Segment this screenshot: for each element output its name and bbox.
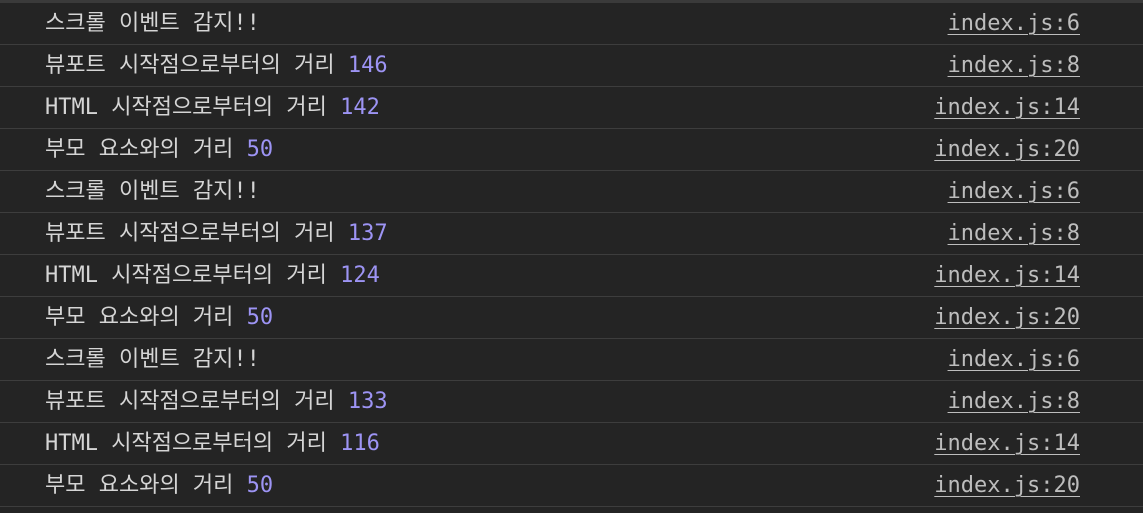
console-message: 뷰포트 시작점으로부터의 거리 137 [45, 213, 388, 254]
message-number: 133 [347, 389, 388, 414]
message-number: 50 [246, 137, 274, 162]
console-message: HTML 시작점으로부터의 거리 142 [45, 87, 380, 128]
console-message-row: 스크롤 이벤트 감지!! index.js:6 [0, 171, 1143, 213]
console-message-row: 부모 요소와의 거리 50 index.js:20 [0, 297, 1143, 339]
console-message: 부모 요소와의 거리 50 [45, 465, 273, 506]
message-text: 스크롤 이벤트 감지!! [45, 11, 260, 36]
message-number: 50 [246, 473, 274, 498]
source-link[interactable]: index.js:20 [934, 305, 1080, 330]
message-text: 부모 요소와의 거리 [45, 137, 247, 162]
source-link[interactable]: index.js:6 [947, 347, 1080, 372]
console-message-row: 뷰포트 시작점으로부터의 거리 146 index.js:8 [0, 45, 1143, 87]
console-message: 뷰포트 시작점으로부터의 거리 133 [45, 381, 388, 422]
message-text: HTML 시작점으로부터의 거리 [45, 95, 341, 120]
console-message: 스크롤 이벤트 감지!! [45, 339, 260, 380]
console-message: HTML 시작점으로부터의 거리 116 [45, 423, 380, 464]
message-text: 뷰포트 시작점으로부터의 거리 [45, 389, 348, 414]
message-number: 116 [340, 431, 380, 456]
console-message: 뷰포트 시작점으로부터의 거리 146 [45, 45, 388, 86]
source-link[interactable]: index.js:20 [934, 137, 1080, 162]
console-message-row: 스크롤 이벤트 감지!! index.js:6 [0, 3, 1143, 45]
source-link[interactable]: index.js:20 [934, 473, 1080, 498]
message-text: 부모 요소와의 거리 [45, 305, 247, 330]
message-number: 142 [340, 95, 380, 120]
console-message: 스크롤 이벤트 감지!! [45, 3, 260, 44]
console-message-row: 스크롤 이벤트 감지!! index.js:6 [0, 339, 1143, 381]
console-message: 부모 요소와의 거리 50 [45, 129, 273, 170]
source-link[interactable]: index.js:8 [947, 389, 1080, 414]
message-text: 스크롤 이벤트 감지!! [45, 179, 260, 204]
console-message-row: 뷰포트 시작점으로부터의 거리 137 index.js:8 [0, 213, 1143, 255]
message-text: 부모 요소와의 거리 [45, 473, 247, 498]
console-message: 스크롤 이벤트 감지!! [45, 171, 260, 212]
message-number: 137 [347, 221, 388, 246]
source-link[interactable]: index.js:14 [934, 95, 1080, 120]
source-link[interactable]: index.js:8 [947, 221, 1080, 246]
console-message-row: HTML 시작점으로부터의 거리 116 index.js:14 [0, 423, 1143, 465]
source-link[interactable]: index.js:14 [934, 263, 1080, 288]
console-message-row: HTML 시작점으로부터의 거리 124 index.js:14 [0, 255, 1143, 297]
message-text: 스크롤 이벤트 감지!! [45, 347, 260, 372]
message-text: HTML 시작점으로부터의 거리 [45, 263, 341, 288]
console-message-row: HTML 시작점으로부터의 거리 142 index.js:14 [0, 87, 1143, 129]
console-message: 부모 요소와의 거리 50 [45, 297, 273, 338]
message-text: 뷰포트 시작점으로부터의 거리 [45, 221, 348, 246]
source-link[interactable]: index.js:6 [947, 11, 1080, 36]
console-message-row: 부모 요소와의 거리 50 index.js:20 [0, 129, 1143, 171]
message-number: 124 [340, 263, 380, 288]
source-link[interactable]: index.js:14 [934, 431, 1080, 456]
message-text: HTML 시작점으로부터의 거리 [45, 431, 341, 456]
console-message: HTML 시작점으로부터의 거리 124 [45, 255, 380, 296]
message-number: 146 [347, 53, 388, 78]
message-number: 50 [246, 305, 274, 330]
source-link[interactable]: index.js:8 [947, 53, 1080, 78]
console-message-row: 뷰포트 시작점으로부터의 거리 133 index.js:8 [0, 381, 1143, 423]
message-text: 뷰포트 시작점으로부터의 거리 [45, 53, 348, 78]
source-link[interactable]: index.js:6 [947, 179, 1080, 204]
console-message-row: 부모 요소와의 거리 50 index.js:20 [0, 465, 1143, 507]
